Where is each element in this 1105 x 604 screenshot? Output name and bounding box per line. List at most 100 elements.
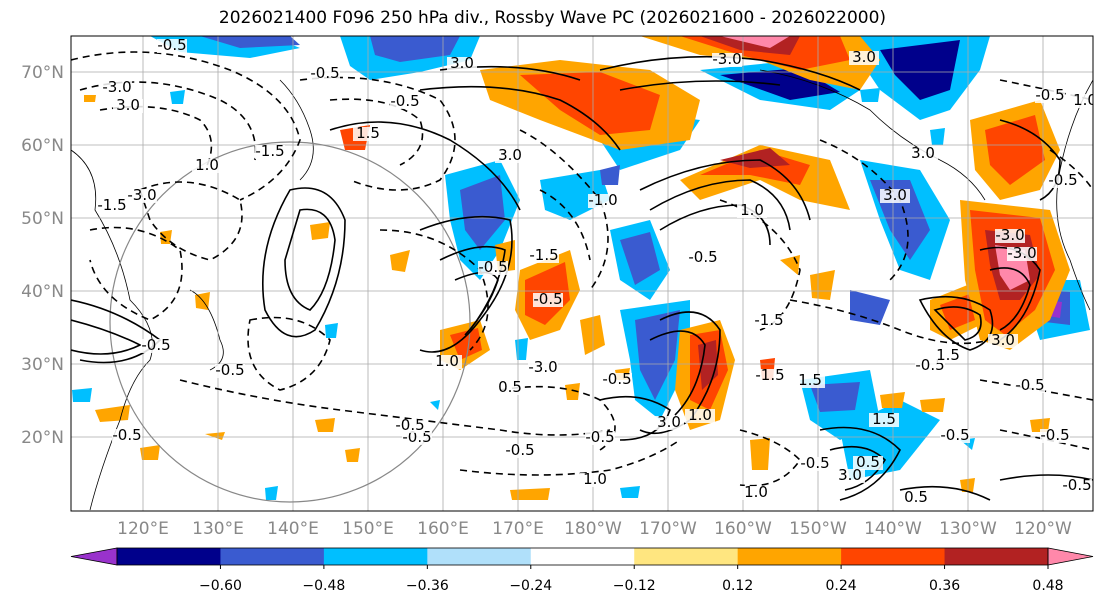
contour-label-bg	[447, 57, 477, 71]
shade-orange-small-6	[95, 405, 130, 422]
longitude-label: 130°E	[192, 519, 244, 539]
neg-contour-19	[979, 379, 1093, 401]
latitude-label: 20°N	[21, 428, 64, 448]
contour-label: 3.0	[116, 96, 140, 114]
pos-contour-27	[599, 395, 671, 441]
contour-label-bg	[255, 145, 285, 159]
contour-label-bg	[1035, 89, 1065, 103]
shade-navy-east-3	[810, 382, 860, 412]
shade-orange-small-13	[565, 383, 580, 400]
colorbar-tick-label: −0.60	[199, 578, 242, 594]
contour-label: -1.5	[754, 311, 783, 329]
contour-label-bg	[988, 334, 1018, 348]
shade-blue-small-7	[430, 400, 440, 410]
contour-label: -0.5	[800, 454, 829, 472]
pos-contour-19	[933, 306, 982, 341]
contour-label-bg	[602, 373, 632, 387]
pos-contour-8	[329, 121, 521, 211]
map-title: 2026021400 F096 250 hPa div., Rossby Wav…	[218, 8, 887, 28]
colorbar-tick-label: −0.48	[302, 578, 345, 594]
contour-label: -0.5	[157, 36, 186, 54]
pos-contour-2	[71, 319, 142, 355]
coast-kamchatka	[279, 79, 314, 181]
colorbar-segment	[70, 547, 118, 566]
longitude-label: 170°W	[639, 519, 697, 539]
shade-navy-mid-1	[460, 175, 505, 250]
contour-label: 3.0	[911, 144, 935, 162]
contour-label-bg	[580, 473, 610, 487]
contour-label-bg	[880, 189, 910, 203]
colorbar-tick-label: −0.12	[613, 578, 656, 594]
contour-label: -3.0	[995, 226, 1024, 244]
contour-label-bg	[654, 416, 684, 430]
longitude-label: 140°W	[864, 519, 922, 539]
contour-label-bg	[588, 194, 618, 208]
contour-label: -0.5	[478, 258, 507, 276]
contour-label-bg	[1007, 247, 1037, 261]
contour-label: -1.5	[255, 142, 284, 160]
contour-label: -0.5	[585, 428, 614, 446]
contour-label-bg	[215, 364, 245, 378]
contour-label-bg	[528, 361, 558, 375]
neg-contour-6	[299, 76, 456, 191]
longitude-label: 150°W	[789, 519, 847, 539]
contour-label-bg	[505, 444, 535, 458]
colorbar-segment	[530, 548, 635, 565]
contour-label-bg	[478, 261, 508, 275]
pos-contour-25	[899, 485, 991, 501]
contour-label-bg	[901, 491, 931, 505]
shade-blue-small-5	[515, 338, 528, 360]
contour-label-bg	[192, 159, 222, 173]
contour-label-bg	[754, 314, 784, 328]
contour-label: -0.5	[310, 64, 339, 82]
pos-contour-17	[619, 80, 781, 91]
shade-orange-small-18	[960, 478, 975, 492]
longitude-label: 120°W	[1014, 519, 1072, 539]
contour-label: -3.0	[528, 358, 557, 376]
neg-contour-16	[789, 299, 991, 345]
shade-orange-small-7	[140, 445, 160, 460]
latitude-label: 40°N	[21, 282, 64, 302]
shade-red-top-2	[680, 36, 850, 70]
shade-orange-small-11	[510, 488, 550, 500]
positive-contours	[71, 55, 1093, 501]
contour-label-bg	[113, 99, 143, 113]
contour-label-bg	[310, 67, 340, 81]
neg-contour-15	[719, 199, 801, 331]
contour-label: -0.5	[940, 426, 969, 444]
contour-label-bg	[533, 293, 563, 307]
contour-label: -0.5	[533, 290, 562, 308]
contour-label-bg	[529, 249, 559, 263]
contour-label: -3.0	[127, 186, 156, 204]
shade-orange-small-16	[920, 398, 945, 412]
shade-orange-small-3	[310, 222, 330, 240]
contour-label: -0.5	[215, 361, 244, 379]
colorbar-segment	[634, 548, 739, 565]
contour-label-bg	[712, 53, 742, 67]
latitude-label: 50°N	[21, 209, 64, 229]
shade-orange-mid-5	[810, 270, 835, 300]
contour-label-bg	[795, 374, 825, 388]
contour-label: 1.0	[435, 352, 459, 370]
contour-label: 1.0	[1073, 91, 1097, 109]
contour-label: 0.5	[498, 378, 522, 396]
shade-orange-mid-3	[580, 315, 605, 355]
pos-contour-14	[639, 311, 721, 435]
neg-contour-17	[739, 429, 802, 487]
contour-label: -0.5	[505, 441, 534, 459]
shade-orange-small-17	[1030, 418, 1050, 432]
colorbar-tick-label: 0.36	[929, 578, 960, 594]
shade-blue-small-11	[930, 128, 945, 145]
map-content: -0.5 3.0 -0.5 -3.0 3.0 -0.5 1.5 -1.5 -3.0 3.0 -3.0…	[71, 36, 1097, 511]
contour-label-bg	[940, 429, 970, 443]
neg-contour-1	[71, 51, 301, 201]
longitude-label: 140°E	[267, 519, 319, 539]
contour-label: -1.0	[588, 191, 617, 209]
contour-label: 3.0	[883, 186, 907, 204]
shade-red-sw-1	[450, 328, 482, 360]
coast-alaska	[759, 69, 986, 201]
colorbar-segment	[427, 548, 532, 565]
shade-orange-small-4	[160, 230, 172, 244]
shade-red-se-1	[940, 292, 980, 330]
contour-label: 1.5	[798, 371, 822, 389]
